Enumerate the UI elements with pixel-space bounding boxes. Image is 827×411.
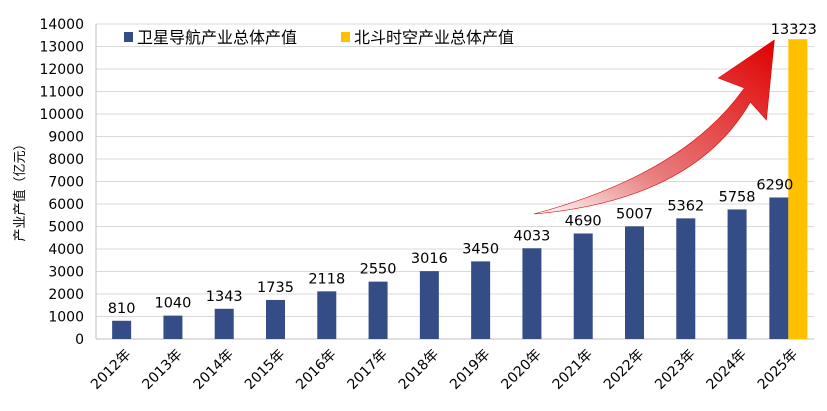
data-label: 2118 [308,271,345,287]
bars [112,39,808,340]
y-tick-label: 12000 [39,62,84,78]
y-tick-label: 7000 [48,175,84,191]
y-tick-label: 8000 [48,152,84,168]
data-label: 1735 [257,280,294,296]
data-label: 5362 [667,198,704,214]
x-tick-label: 2012年 [88,347,134,393]
y-tick-label: 5000 [48,220,84,236]
x-tick-label: 2022年 [601,347,647,393]
data-label: 1343 [206,289,243,305]
y-tick-label: 6000 [48,197,84,213]
y-tick-label: 1000 [48,310,84,326]
data-label-beidou: 13323 [771,22,817,38]
legend-swatch [341,32,350,42]
gridlines [96,23,814,317]
bar-2018年 [419,271,439,339]
data-labels: 810 1040 1343 1735 2118 2550 3016 3450 4033 4690 5… [108,22,817,317]
bar-2023年 [676,218,696,339]
x-tick-label: 2023年 [652,347,698,393]
x-tick-label: 2025年 [755,347,801,393]
growth-arrow-shape [533,39,775,215]
legend-swatch [124,32,133,42]
bar-2025年 [769,197,789,339]
bar-2014年 [214,308,234,339]
bar-2020年 [522,248,542,339]
data-label: 5758 [719,189,756,205]
bar-2019年 [471,261,491,339]
y-tick-label: 10000 [39,107,84,123]
data-label: 6290 [756,177,793,193]
bar-beidou-2025年 [788,39,808,340]
data-label: 1040 [154,296,191,312]
x-axis: 2012年 2013年 2014年 2015年 2016年 2017年 2018年 2019年… [88,347,801,393]
x-tick-label: 2020年 [498,347,544,393]
y-tick-label: 0 [75,332,84,348]
bar-2013年 [163,315,183,339]
data-label: 2550 [360,262,397,278]
legend-label: 卫星导航产业总体产值 [137,28,297,47]
x-tick-label: 2018年 [396,347,442,393]
x-tick-label: 2014年 [191,347,237,393]
y-tick-label: 11000 [39,85,84,101]
data-label: 4690 [565,213,602,229]
x-tick-label: 2017年 [344,347,390,393]
bar-2022年 [625,226,644,339]
growth-arrow [533,39,775,215]
data-label: 810 [108,301,136,317]
x-tick-label: 2019年 [447,347,493,393]
bar-2016年 [317,291,337,339]
legend-label: 北斗时空产业总体产值 [354,28,514,47]
y-tick-label: 9000 [48,130,84,146]
y-tick-label: 2000 [48,287,84,303]
y-tick-label: 3000 [48,265,84,281]
data-label: 5007 [616,206,653,222]
x-tick-label: 2013年 [139,347,185,393]
x-tick-label: 2015年 [242,347,288,393]
bar-2012年 [112,320,132,339]
y-tick-label: 13000 [39,40,84,56]
y-tick-label: 14000 [39,17,84,33]
bar-2021年 [573,233,593,339]
y-tick-label: 4000 [48,242,84,258]
data-label: 3450 [462,241,499,257]
bar-2015年 [266,299,285,339]
x-tick-label: 2021年 [550,347,596,393]
data-label: 3016 [411,251,448,267]
x-tick-label: 2024年 [703,347,749,393]
y-axis-label: 产业产值（亿元） [12,137,28,241]
bar-2017年 [368,281,388,339]
legend: 卫星导航产业总体产值 北斗时空产业总体产值 [124,28,514,47]
data-label: 4033 [513,228,550,244]
bar-2024年 [727,209,747,339]
x-tick-label: 2016年 [293,347,339,393]
